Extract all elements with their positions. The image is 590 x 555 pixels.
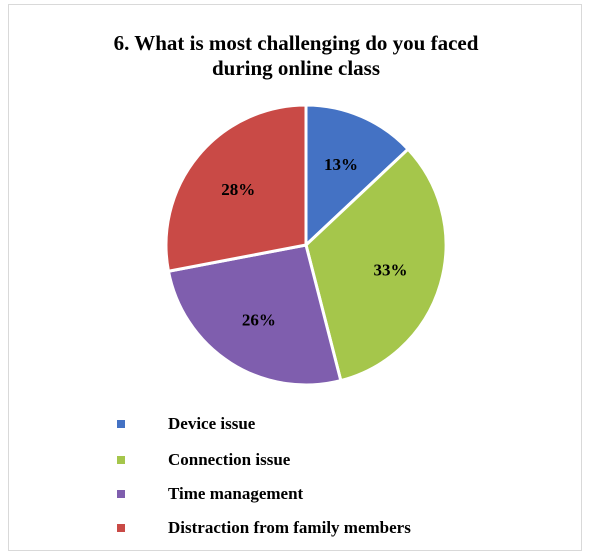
chart-title: 6. What is most challenging do you faced… <box>9 31 583 81</box>
pie-slice-connection-issue <box>304 147 448 383</box>
data-label-device-issue: 13% <box>324 155 358 174</box>
data-label-connection-issue: 33% <box>374 261 408 280</box>
data-label-time-management: 26% <box>242 310 276 329</box>
chart-title-line-1: 6. What is most challenging do you faced <box>113 31 479 55</box>
pie-slice-device-issue <box>304 103 410 247</box>
pie-data-labels: 13% 33% 26% 28% <box>221 155 407 329</box>
pie-slices <box>164 103 448 387</box>
pie-slice-distraction-from-family-members <box>164 103 308 273</box>
pie-slice-time-management <box>166 243 343 387</box>
chart-title-line-2: during online class <box>211 56 381 80</box>
data-label-distraction-from-family-members: 28% <box>221 180 255 199</box>
